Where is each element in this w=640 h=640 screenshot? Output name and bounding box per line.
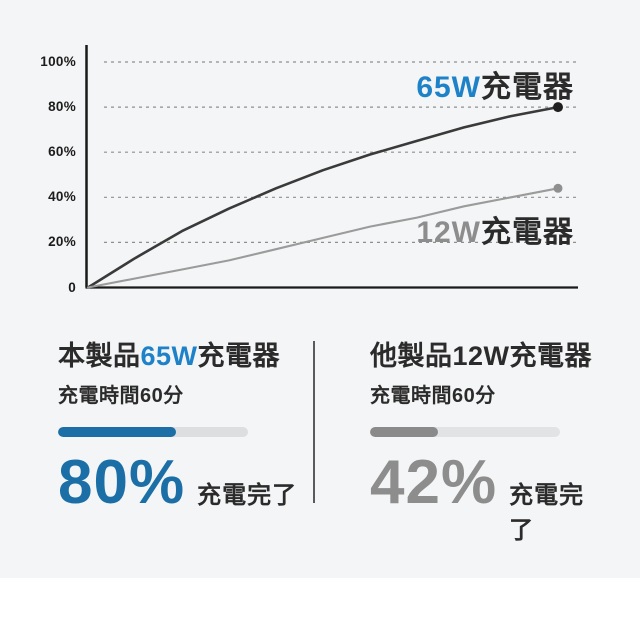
percent-caption-12w: 充電完了	[509, 482, 585, 544]
series-label-65w-rest: 充電器	[481, 71, 574, 104]
series-endpoint-12w	[553, 183, 563, 193]
series-label-65w: 65W充電器	[416, 62, 574, 106]
panel-65w-title: 本製品65W充電器	[58, 340, 308, 373]
panel-this-product-65w: 本製品65W充電器 充電時間60分 80% 充電完了	[58, 340, 308, 514]
y-axis-tick-0: 0	[68, 279, 76, 295]
panel-12w-title-suffix: 充電器	[509, 341, 593, 371]
y-axis-tick-20: 20%	[48, 234, 76, 250]
series-label-12w: 12W充電器	[416, 207, 574, 251]
percent-caption-65w: 充電完了	[197, 482, 298, 509]
bottom-white-band	[0, 578, 640, 640]
series-line-65w	[86, 105, 560, 289]
y-axis-tick-100: 100%	[40, 54, 76, 69]
percent-value-12w: 42%	[370, 448, 498, 517]
series-label-12w-highlight: 12W	[416, 216, 481, 249]
series-label-65w-highlight: 65W	[416, 71, 481, 104]
progress-bar-65w	[58, 427, 248, 437]
panel-65w-charging-time: 充電時間60分	[58, 385, 184, 407]
panel-65w-title-highlight: 65W	[140, 341, 198, 371]
progress-bar-12w-fill	[370, 427, 439, 437]
series-label-12w-rest: 充電器	[481, 216, 574, 249]
gray-background	[0, 0, 640, 578]
panel-12w-charging-time: 充電時間60分	[370, 385, 496, 407]
panel-65w-result: 80% 充電完了	[58, 452, 308, 514]
y-axis-tick-40: 40%	[48, 189, 76, 205]
panel-other-product-12w: 他製品12W充電器 充電時間60分 42% 充電完了	[370, 340, 600, 545]
progress-bar-65w-fill	[58, 427, 176, 437]
y-axis-tick-80: 80%	[48, 99, 76, 115]
panel-12w-title-prefix: 他製品	[370, 341, 453, 371]
panel-divider	[313, 341, 315, 503]
y-axis-tick-60: 60%	[48, 144, 76, 160]
series-endpoint-65w	[553, 102, 563, 113]
panel-12w-title: 他製品12W充電器	[370, 340, 600, 373]
panel-65w-title-prefix: 本製品	[58, 341, 141, 371]
charging-speed-chart: 100% 80% 60% 40% 20% 0 65W充電器 12W充電器	[0, 0, 640, 310]
panel-12w-title-highlight: 12W	[452, 341, 510, 371]
progress-bar-12w	[370, 427, 560, 437]
line-chart-svg	[85, 45, 578, 289]
panel-12w-result: 42% 充電完了	[370, 452, 600, 545]
percent-value-65w: 80%	[58, 448, 186, 517]
series-line-12w	[86, 187, 560, 289]
panel-65w-title-suffix: 充電器	[197, 341, 281, 371]
